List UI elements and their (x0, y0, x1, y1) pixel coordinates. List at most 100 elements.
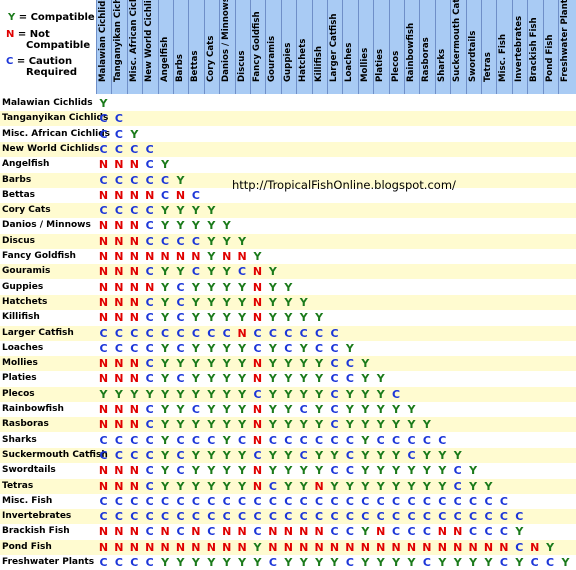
compat-cell: C (299, 326, 308, 340)
compat-cell: Y (422, 448, 431, 462)
compat-cell: C (176, 510, 185, 524)
compat-cell: C (161, 510, 170, 524)
compat-cell: Y (376, 448, 385, 462)
column-header: New World Cichlids (142, 0, 157, 94)
compat-cell: Y (299, 341, 308, 355)
compat-cell: C (99, 433, 108, 447)
column-header-label: Fancy Goldfish (252, 11, 262, 82)
compat-cell: Y (161, 464, 170, 478)
compat-cell: Y (284, 372, 293, 386)
compat-cell: Y (315, 448, 324, 462)
column-header: Swordtails (465, 0, 481, 94)
compat-cell: Y (361, 433, 370, 447)
compat-cell: C (114, 127, 123, 141)
compat-cell: C (145, 295, 154, 309)
compat-cell: C (546, 556, 555, 569)
compat-cell: Y (207, 204, 216, 218)
compat-cell: N (453, 540, 463, 554)
compat-cell: Y (99, 97, 108, 110)
compat-cell: C (315, 494, 324, 508)
compat-cell: C (145, 479, 154, 493)
compat-cell: Y (161, 433, 170, 447)
compat-cell: C (345, 556, 354, 569)
compat-cell: Y (238, 295, 247, 309)
compat-cell: Y (207, 265, 216, 279)
compat-cell: C (191, 433, 200, 447)
compat-cell: C (345, 372, 354, 386)
compat-cell: N (483, 540, 494, 554)
compat-cell: Y (222, 433, 231, 447)
compat-cell: C (484, 525, 493, 539)
compat-cell: Y (315, 311, 324, 325)
column-header: Fancy Goldfish (250, 0, 265, 94)
compat-cell: C (253, 510, 262, 524)
compat-cell: N (129, 525, 139, 539)
compat-cell: C (330, 464, 339, 478)
compat-cell: N (145, 250, 155, 263)
legend-label-not-2: Compatible (26, 40, 91, 51)
compat-cell: Y (191, 464, 200, 478)
compat-cell: Y (361, 403, 370, 416)
compat-cell: C (176, 280, 185, 294)
compat-cell: Y (376, 464, 385, 478)
compat-cell: Y (315, 464, 324, 478)
compat-cell: Y (222, 265, 231, 279)
compat-cell: Y (253, 540, 262, 554)
compat-cell: C (515, 510, 524, 524)
column-header: Tetras (481, 0, 496, 94)
compat-cell: Y (299, 357, 308, 371)
column-header-label: Hatchets (298, 38, 309, 82)
column-header: Misc. African Cichlids (126, 0, 142, 94)
column-header: Hatchets (296, 0, 311, 94)
compat-cell: C (392, 433, 401, 447)
row-label: Suckermouth Catfish (2, 449, 108, 460)
compat-cell: C (161, 173, 170, 187)
compat-cell: C (145, 372, 154, 386)
compat-cell: C (176, 326, 185, 340)
compat-cell: C (176, 494, 185, 508)
compat-cell: C (145, 234, 154, 248)
compat-cell: Y (330, 556, 339, 569)
column-header-label: Loaches (344, 42, 355, 82)
compat-cell: Y (284, 403, 293, 416)
column-header: Invertebrates (511, 0, 527, 94)
column-header-label: Brackish Fish (529, 17, 540, 82)
row-stripe (0, 356, 576, 372)
compat-cell: Y (392, 403, 401, 416)
compat-cell: C (422, 510, 431, 524)
compat-cell: Y (161, 556, 170, 569)
column-header: Sharks (434, 0, 450, 94)
compat-cell: C (299, 448, 308, 462)
compat-cell: Y (422, 479, 431, 493)
compat-cell: C (407, 448, 416, 462)
compat-cell: N (530, 540, 540, 554)
compat-cell: C (99, 326, 108, 340)
column-header-label: Misc. African Cichlids (128, 0, 139, 82)
compat-cell: Y (191, 418, 200, 432)
compat-cell: Y (161, 311, 170, 325)
compat-cell: C (130, 494, 139, 508)
compat-cell: C (253, 326, 262, 340)
compat-cell: Y (191, 204, 200, 218)
compat-cell: N (499, 540, 509, 554)
compat-cell: C (207, 510, 216, 524)
compat-cell: Y (284, 556, 293, 569)
column-header-label: Angelfish (159, 36, 170, 82)
compat-cell: C (222, 494, 231, 508)
compat-cell: C (99, 341, 108, 355)
column-header: Discus (234, 0, 250, 94)
compat-cell: C (145, 173, 154, 187)
column-header-label: Killifish (313, 45, 324, 82)
compat-cell: Y (222, 219, 231, 233)
column-header-label: Mollies (359, 47, 370, 82)
compat-cell: Y (392, 418, 401, 432)
compat-cell: C (438, 494, 447, 508)
column-header-label: Tetras (483, 52, 493, 82)
compat-cell: C (207, 326, 216, 340)
compat-cell: C (438, 510, 447, 524)
compat-cell: Y (207, 403, 216, 416)
compat-cell: N (129, 219, 139, 233)
compat-cell: Y (392, 448, 401, 462)
compat-cell: N (252, 433, 263, 447)
compat-cell: C (330, 418, 339, 432)
